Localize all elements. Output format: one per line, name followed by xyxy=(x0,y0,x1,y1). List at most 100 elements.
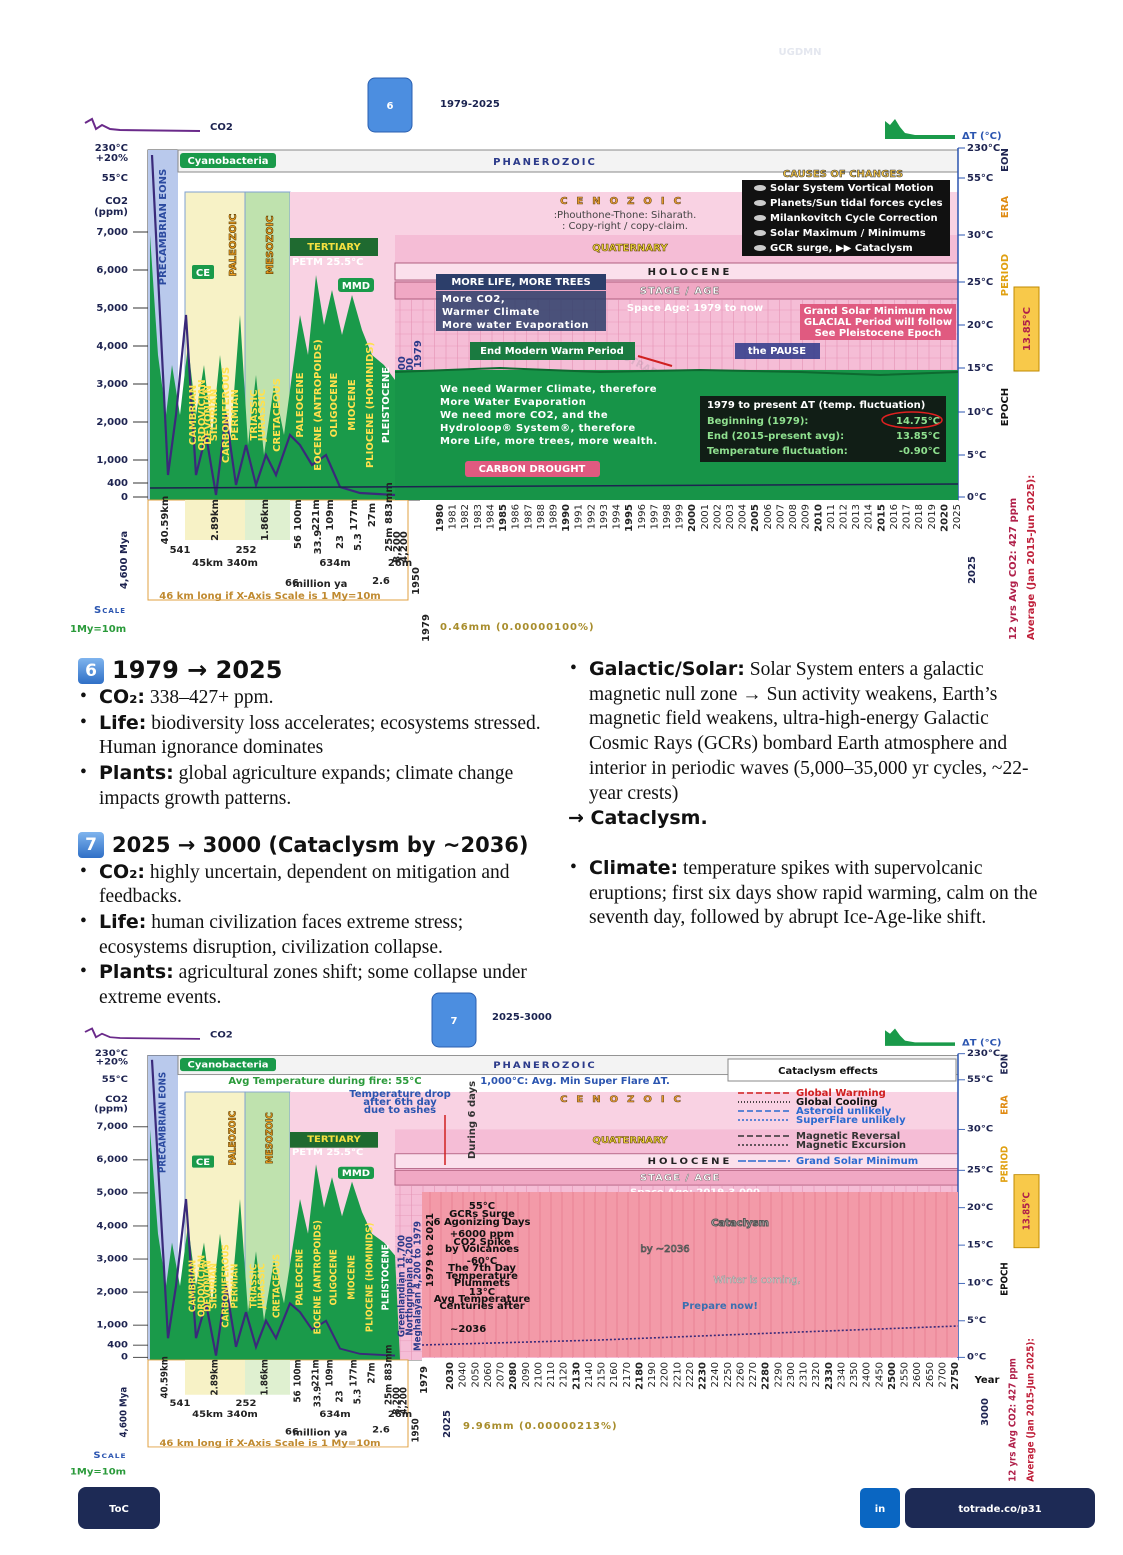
year-start: 1979 xyxy=(421,614,432,642)
year-label: 2040 xyxy=(458,1362,469,1387)
dims-meso xyxy=(245,1359,290,1395)
url-link[interactable]: totrade.co/p31 xyxy=(905,1488,1095,1528)
length-note: 46 km long if X-Axis Scale is 1 My=10m xyxy=(159,1438,380,1448)
note-box xyxy=(436,274,606,290)
axis-label: CO2 xyxy=(105,196,128,207)
note-line: More CO2, xyxy=(442,294,505,305)
effect-item: Magnetic Reversal xyxy=(796,1131,900,1142)
cataclysm-date: by ~2036 xyxy=(640,1244,689,1255)
year-label: 2250 xyxy=(723,1362,734,1387)
need-line: We need Warmer Climate, therefore xyxy=(440,384,657,395)
year-label: 2200 xyxy=(660,1362,671,1387)
right-axis-label: 230°C xyxy=(967,1049,1000,1059)
ce-box xyxy=(192,265,214,279)
dimension-label: 66 xyxy=(285,1427,299,1437)
year-label: 1980 xyxy=(435,504,446,532)
need-line: Hydroloop® System®, therefore xyxy=(440,423,636,434)
mesozoic: MESOZOIC xyxy=(265,215,276,274)
dimension-label: 1.86km xyxy=(259,1359,271,1395)
year-label: 1986 xyxy=(511,504,522,529)
pause-box xyxy=(735,343,820,359)
axis-label: 55°C xyxy=(102,173,128,184)
year-label: 2500 xyxy=(887,1362,898,1390)
axis-label: +20% xyxy=(96,153,128,164)
year-label: 2190 xyxy=(647,1362,658,1387)
y-axis-label: 5,000 xyxy=(96,1188,128,1198)
item-text: temperature spikes with supervolcanic er… xyxy=(589,857,1038,929)
mmd-box xyxy=(338,278,374,292)
y-axis-label: 2,000 xyxy=(96,417,128,428)
year-label: 1991 xyxy=(574,504,585,529)
side-label: ERA xyxy=(999,1095,1011,1115)
effect-item: Global Cooling xyxy=(796,1097,878,1108)
toc-label: ToC xyxy=(109,1504,129,1515)
year-label: 2100 xyxy=(533,1362,544,1387)
y-axis-label: 6,000 xyxy=(96,265,128,276)
linkedin-button[interactable]: in xyxy=(860,1488,900,1528)
cataclysm-winter: Winter is coming, xyxy=(713,1275,800,1286)
cause-item: GCR surge, ▶▶ Cataclysm xyxy=(770,243,913,254)
phanerozoic: PHANEROZOIC xyxy=(493,157,597,168)
period-label: EOCENE (ANTROPOIDS) xyxy=(312,1220,324,1334)
y-axis-label: 400 xyxy=(107,478,128,489)
year-label: 1988 xyxy=(536,504,547,529)
year-label: 2030 xyxy=(445,1362,456,1390)
dimension-label: 109m xyxy=(325,499,336,530)
right-axis-label: 5°C xyxy=(967,450,986,461)
year-label: 2750 xyxy=(950,1362,961,1390)
pause: the PAUSE xyxy=(748,346,806,357)
toc-button[interactable]: ToC xyxy=(78,1487,160,1529)
side-label: ERA xyxy=(1000,196,1011,219)
year-label: 2008 xyxy=(788,504,799,529)
item: Climate: temperature spikes with supervo… xyxy=(568,856,1046,931)
period-label: SILURIAN xyxy=(209,389,220,442)
dimension-label: 26m xyxy=(388,1410,413,1420)
span-year: 1979 xyxy=(419,1366,430,1394)
drop-line: after 6th day xyxy=(363,1097,437,1108)
stage: STAGE / AGE xyxy=(640,1173,720,1183)
dimension-label: 5.3 xyxy=(352,1389,364,1404)
item: Plants: agricultural zones shift; some c… xyxy=(78,960,548,1010)
item-text: human civilization faces extreme stress;… xyxy=(99,911,464,958)
bullet-icon xyxy=(754,185,766,191)
temp-value: 13.85°C xyxy=(1021,1192,1033,1230)
year-label: 2004 xyxy=(738,504,749,529)
gsm-box xyxy=(800,304,956,340)
dimension-label: 23 xyxy=(335,535,346,549)
year-label: 2140 xyxy=(584,1362,595,1387)
cataclysm: Cataclysm xyxy=(711,1218,769,1229)
year-label: 1985 xyxy=(498,504,509,532)
modern-curve xyxy=(394,366,959,377)
list: CO₂: 338–427+ ppm. Life: biodiversity lo… xyxy=(78,685,548,812)
avg-note: Average (Jan 2015-Jun 2025): xyxy=(1025,1338,1037,1482)
warm-box xyxy=(470,342,635,360)
year-label: 2012 xyxy=(839,504,850,529)
side-label: EPOCH xyxy=(999,1262,1011,1295)
co2-note: 12 yrs Avg CO2: 427 ppm xyxy=(1008,498,1019,640)
dimension-label: 109m xyxy=(324,1359,336,1386)
right-axis-label: 30°C xyxy=(967,230,993,241)
space-age: Space Age: 1979 to now xyxy=(627,303,763,314)
period-label: OLIGOCENE xyxy=(328,1249,340,1305)
right-axis-label: 10°C xyxy=(967,1278,993,1288)
dimension-label: 634m xyxy=(319,1410,351,1420)
year-label: 2700 xyxy=(937,1362,948,1387)
item-text: agricultural zones shift; some collapse … xyxy=(99,962,527,1009)
year-label: 1997 xyxy=(649,504,660,529)
right-axis-label: 55°C xyxy=(967,173,993,184)
dimension-label: 8,200 xyxy=(391,1387,403,1415)
dimension-label: 23 xyxy=(334,1390,346,1402)
cyanobacteria-box xyxy=(180,153,276,168)
dimension-label: 40.59km xyxy=(159,1356,171,1399)
note-title: MORE LIFE, MORE TREES xyxy=(451,277,590,288)
year-label: 2005 xyxy=(750,504,761,532)
period-label: JURASSIC xyxy=(257,389,268,442)
year-label: 2019 xyxy=(927,504,938,529)
note-box xyxy=(436,291,606,331)
mmd-box xyxy=(338,1166,374,1179)
heading: 6 1979 → 2025 xyxy=(78,655,548,685)
effects-title: Cataclysm effects xyxy=(778,1066,878,1077)
dimension-label: 177m xyxy=(348,1359,360,1386)
scale-ratio: 0.46mm (0.00000100%) xyxy=(440,622,595,633)
side-label: PERIOD xyxy=(999,1146,1011,1183)
